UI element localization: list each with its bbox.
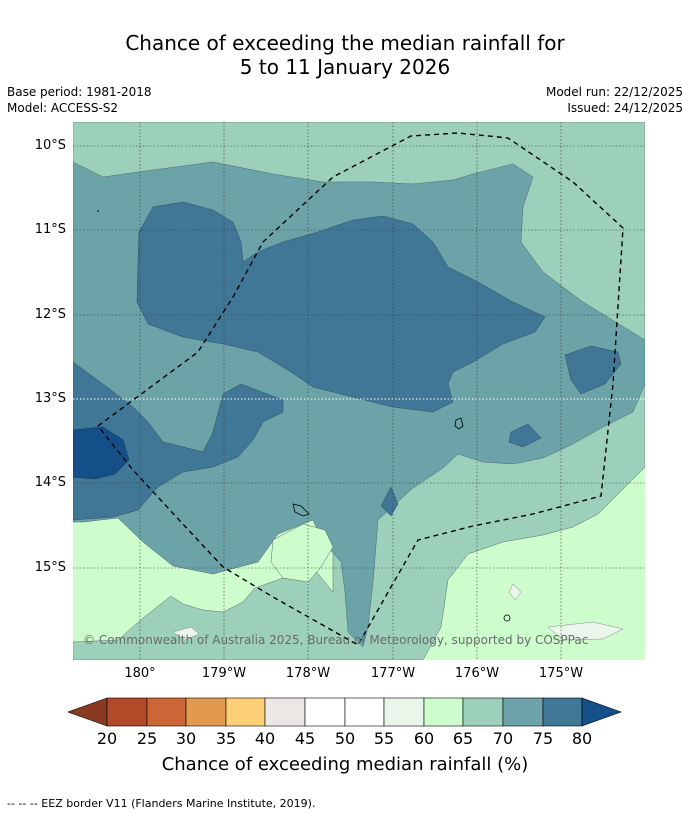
title-line-2: 5 to 11 January 2026 — [239, 55, 451, 79]
model-run: Model run: 22/12/2025 — [545, 85, 683, 99]
colorbar-seg-55-60 — [383, 697, 425, 727]
lat-label-15s: 15°S — [34, 560, 66, 575]
colorbar-seg-20-25 — [106, 697, 148, 727]
cb-tick-70: 70 — [492, 729, 514, 748]
island-d — [97, 210, 99, 212]
zone-gt80 — [73, 426, 130, 480]
cb-tick-20: 20 — [96, 729, 118, 748]
colorbar — [68, 697, 622, 727]
cb-tick-60: 60 — [413, 729, 435, 748]
lon-label-177w: 177°W — [370, 666, 416, 681]
colorbar-seg-70-75 — [502, 697, 544, 727]
cb-tick-30: 30 — [175, 729, 197, 748]
lon-label-178w: 178°W — [285, 666, 331, 681]
colorbar-seg-60-65 — [423, 697, 464, 727]
island-c — [503, 614, 511, 622]
colorbar-seg-35-40 — [225, 697, 266, 727]
cb-tick-75: 75 — [532, 729, 554, 748]
zone-75-80-small-b — [380, 486, 399, 517]
zone-75-80-main — [136, 201, 546, 413]
cb-tick-55: 55 — [373, 729, 395, 748]
cb-tick-35: 35 — [215, 729, 237, 748]
zone-75-80-east — [564, 345, 622, 395]
colorbar-seg-75-80 — [542, 697, 583, 727]
colorbar-seg-65-70 — [462, 697, 504, 727]
meta-right: Model run: 22/12/2025 Issued: 24/12/2025 — [546, 84, 683, 116]
colorbar-seg-25-30 — [146, 697, 187, 727]
cb-tick-65: 65 — [452, 729, 474, 748]
island-a — [454, 417, 464, 430]
cb-tick-50: 50 — [334, 729, 356, 748]
zone-75-80-west — [73, 361, 284, 521]
lat-label-13s: 13°S — [34, 391, 66, 406]
cb-tick-80: 80 — [571, 729, 593, 748]
lat-label-12s: 12°S — [34, 307, 66, 322]
model-name: Model: ACCESS-S2 — [7, 101, 119, 115]
colorbar-seg-45-50 — [304, 697, 346, 727]
lon-label-176w: 176°W — [454, 666, 500, 681]
colorbar-seg-30-35 — [185, 697, 227, 727]
issued-date: Issued: 24/12/2025 — [567, 101, 683, 115]
lat-label-14s: 14°S — [34, 475, 66, 490]
zone-55-60-a — [547, 621, 624, 641]
title-line-1: Chance of exceeding the median rainfall … — [125, 31, 565, 55]
zone-55-60-c — [172, 626, 200, 641]
base-period: Base period: 1981-2018 — [7, 85, 152, 99]
eez-border — [97, 132, 624, 646]
lon-label-180: 180° — [124, 666, 156, 681]
colorbar-seg-40-45 — [264, 697, 306, 727]
meta-left: Base period: 1981-2018 Model: ACCESS-S2 — [7, 84, 152, 116]
map-title: Chance of exceeding the median rainfall … — [0, 31, 690, 79]
cb-tick-40: 40 — [254, 729, 276, 748]
zone-55-60-b — [508, 583, 522, 601]
island-b — [292, 503, 310, 517]
lat-label-10s: 10°S — [34, 138, 66, 153]
cb-tick-25: 25 — [136, 729, 158, 748]
colorbar-label: Chance of exceeding median rainfall (%) — [161, 754, 529, 775]
lon-label-175w: 175°W — [538, 666, 584, 681]
graticule — [73, 122, 645, 660]
eez-legend-note: -- -- -- EEZ border V11 (Flanders Marine… — [7, 797, 316, 810]
lon-label-179w: 179°W — [201, 666, 247, 681]
cb-tick-45: 45 — [294, 729, 316, 748]
zone-60-65-patch — [270, 523, 334, 583]
copyright-text: © Commonwealth of Australia 2025, Bureau… — [83, 633, 589, 647]
colorbar-seg-50-55 — [344, 697, 385, 727]
lat-label-11s: 11°S — [34, 222, 66, 237]
zone-75-80-small-a — [508, 423, 542, 448]
rainfall-map — [73, 122, 645, 660]
colorbar-seg-gt80 — [581, 697, 622, 727]
colorbar-seg-lt20 — [68, 697, 108, 727]
